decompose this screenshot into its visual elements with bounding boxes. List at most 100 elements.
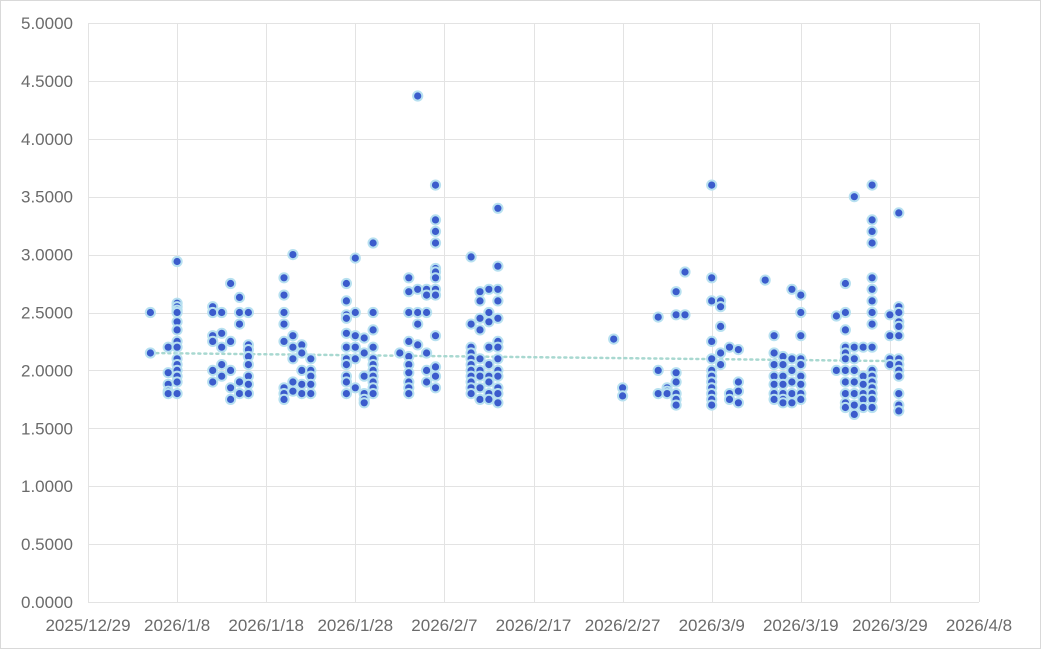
data-point <box>367 306 379 319</box>
x-tick-label: 2026/2/17 <box>496 616 572 635</box>
data-point <box>732 385 745 397</box>
data-point <box>848 341 860 353</box>
y-tick-label: 5.0000 <box>21 14 73 33</box>
data-point <box>296 364 308 376</box>
data-point <box>349 382 361 394</box>
data-point <box>893 405 905 417</box>
data-point <box>839 376 852 388</box>
y-tick-label: 0.0000 <box>21 593 73 612</box>
data-point <box>866 341 878 353</box>
data-point <box>474 382 486 394</box>
data-point <box>162 388 174 400</box>
data-point <box>340 388 352 400</box>
data-point <box>483 341 495 353</box>
data-point <box>866 306 878 319</box>
data-point <box>305 353 317 365</box>
data-point <box>839 277 852 290</box>
data-point <box>786 364 798 376</box>
data-point <box>795 378 807 390</box>
data-point <box>483 283 495 295</box>
data-point <box>732 344 745 356</box>
x-tick-label: 2025/12/29 <box>45 616 130 635</box>
data-point <box>715 301 727 313</box>
data-point <box>893 330 905 342</box>
data-point <box>483 376 495 388</box>
data-point <box>225 277 237 290</box>
data-point <box>287 330 299 342</box>
data-point <box>216 306 228 319</box>
data-point <box>242 306 254 319</box>
data-point <box>367 341 379 353</box>
data-point <box>278 289 290 301</box>
data-point <box>340 341 352 353</box>
data-point <box>358 370 370 382</box>
data-point <box>474 353 486 365</box>
data-point <box>893 388 905 400</box>
data-point <box>492 260 504 272</box>
data-point <box>786 376 798 388</box>
data-point <box>287 341 299 353</box>
y-tick-label: 4.0000 <box>21 130 73 149</box>
data-point <box>848 353 860 365</box>
data-point <box>403 335 415 347</box>
data-point <box>723 393 736 405</box>
x-tick-label: 2026/3/29 <box>852 616 928 635</box>
x-axis-tick-labels: 2025/12/29 2026/1/8 2026/1/18 2026/1/28 2026… <box>45 616 1012 635</box>
data-point <box>492 295 504 307</box>
data-point <box>670 286 682 298</box>
data-point <box>171 306 183 319</box>
data-point <box>216 359 228 371</box>
data-point <box>715 359 727 371</box>
data-point <box>670 399 682 411</box>
data-point <box>492 397 504 409</box>
data-point <box>171 324 183 336</box>
data-point <box>848 408 860 420</box>
data-point <box>768 378 780 390</box>
data-point <box>225 393 237 405</box>
data-point <box>866 237 878 249</box>
data-point <box>884 330 896 342</box>
data-point <box>786 397 798 409</box>
data-point <box>483 306 495 319</box>
data-point <box>866 272 878 284</box>
data-point <box>839 324 852 336</box>
data-point <box>474 312 486 324</box>
data-point <box>305 378 317 390</box>
data-point <box>848 388 860 400</box>
data-point <box>893 207 905 219</box>
data-point <box>679 266 691 278</box>
data-point <box>732 376 745 388</box>
data-point <box>839 364 852 376</box>
data-point <box>848 376 860 388</box>
data-point <box>474 286 486 298</box>
y-tick-label: 2.5000 <box>21 304 73 323</box>
data-point <box>884 359 896 371</box>
x-tick-label: 2026/3/19 <box>763 616 839 635</box>
data-point <box>732 397 745 409</box>
data-point <box>287 385 299 397</box>
data-point <box>358 397 370 409</box>
data-point <box>233 306 246 319</box>
data-point <box>358 332 370 344</box>
y-tick-label: 0.5000 <box>21 535 73 554</box>
x-tick-label: 2026/1/28 <box>317 616 393 635</box>
data-point <box>287 249 299 261</box>
data-point <box>795 330 807 342</box>
data-point <box>349 306 361 319</box>
data-point <box>349 353 361 365</box>
data-point <box>768 330 780 342</box>
data-point <box>795 393 807 405</box>
y-tick-label: 1.0000 <box>21 477 73 496</box>
data-point <box>403 367 415 379</box>
data-point <box>340 295 352 307</box>
data-point <box>652 311 664 323</box>
data-point <box>866 179 878 191</box>
data-point <box>162 341 174 353</box>
data-point <box>768 393 780 405</box>
data-point <box>429 179 442 191</box>
data-point <box>429 214 442 226</box>
data-point <box>207 306 219 319</box>
data-point <box>768 347 780 359</box>
data-point <box>412 318 424 330</box>
data-point <box>474 324 486 336</box>
